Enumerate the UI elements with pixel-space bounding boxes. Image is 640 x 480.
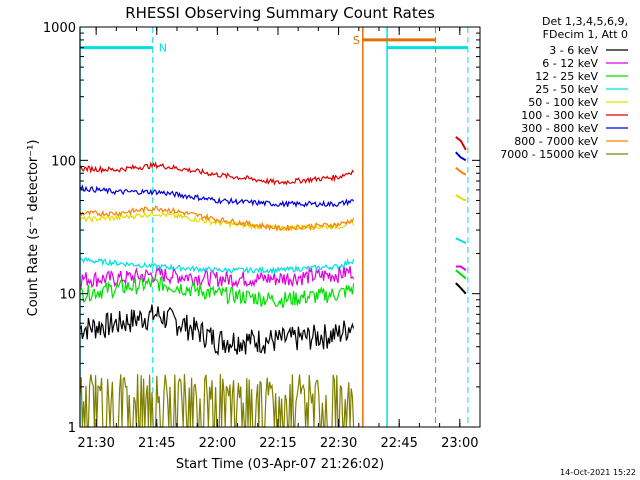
series-line-7 [79, 205, 355, 233]
series-line-5 [79, 161, 355, 186]
annotation-label: S [353, 34, 360, 47]
series-line-3 [79, 257, 355, 275]
plot-frame [79, 26, 481, 428]
legend-entry-label: 50 - 100 keV [528, 96, 598, 109]
legend-entry-label: 12 - 25 keV [535, 70, 598, 83]
footer-date: 14-Oct-2021 15:22 [560, 468, 636, 477]
x-tick-label: 22:00 [199, 436, 236, 451]
annotation-layer: NS [79, 27, 469, 427]
legend-entry-label: 6 - 12 keV [542, 57, 598, 70]
y-tick-label: 1 [68, 421, 76, 436]
after-gap-line-1 [455, 151, 467, 162]
x-tick-label: 22:15 [259, 436, 296, 451]
series-line-1 [79, 265, 355, 289]
after-gap-line-0 [455, 136, 467, 151]
axes-layer: 21:30 21:45 22:00 22:15 22:30 22:45 23:00 1 10 10… [43, 21, 481, 451]
x-tick-label: 21:30 [77, 436, 114, 451]
x-axis-label: Start Time (03-Apr-07 21:26:02) [176, 457, 384, 472]
y-axis-label: Count Rate (s⁻¹ detector⁻¹) [26, 140, 41, 317]
legend: Det 1,3,4,5,6,9,FDecim 1, Att 0 3 - 6 keV… [500, 15, 628, 161]
legend-entry-label: 300 - 800 keV [521, 122, 598, 135]
y-tick-label: 100 [51, 154, 76, 169]
series-layer [79, 136, 467, 428]
after-gap-line-2 [455, 166, 467, 176]
legend-header: Det 1,3,4,5,6,9, [542, 15, 628, 28]
series-line-0 [79, 304, 355, 357]
legend-entry-label: 800 - 7000 keV [514, 135, 598, 148]
y-tick-label: 10 [59, 288, 76, 303]
legend-entry-label: 7000 - 15000 keV [500, 148, 598, 161]
after-gap-line-3 [455, 194, 467, 202]
after-gap-line-6 [455, 269, 467, 280]
x-tick-label: 21:45 [138, 436, 175, 451]
series-line-6 [79, 184, 355, 208]
legend-entry-label: 100 - 300 keV [521, 109, 598, 122]
chart-title: RHESSI Observing Summary Count Rates [125, 4, 435, 22]
after-gap-line-5 [455, 265, 467, 272]
after-gap-line-7 [455, 282, 467, 295]
legend-entry-label: 25 - 50 keV [535, 83, 598, 96]
after-gap-line-4 [455, 237, 467, 244]
series-line-4 [79, 209, 355, 232]
y-tick-label: 1000 [43, 21, 76, 36]
legend-header: FDecim 1, Att 0 [543, 28, 628, 41]
series-line-8 [79, 373, 355, 428]
x-tick-label: 23:00 [441, 436, 478, 451]
x-tick-label: 22:30 [320, 436, 357, 451]
annotation-label: N [159, 42, 167, 55]
legend-entry-label: 3 - 6 keV [549, 44, 598, 57]
series-line-2 [79, 276, 355, 309]
x-tick-label: 22:45 [380, 436, 417, 451]
